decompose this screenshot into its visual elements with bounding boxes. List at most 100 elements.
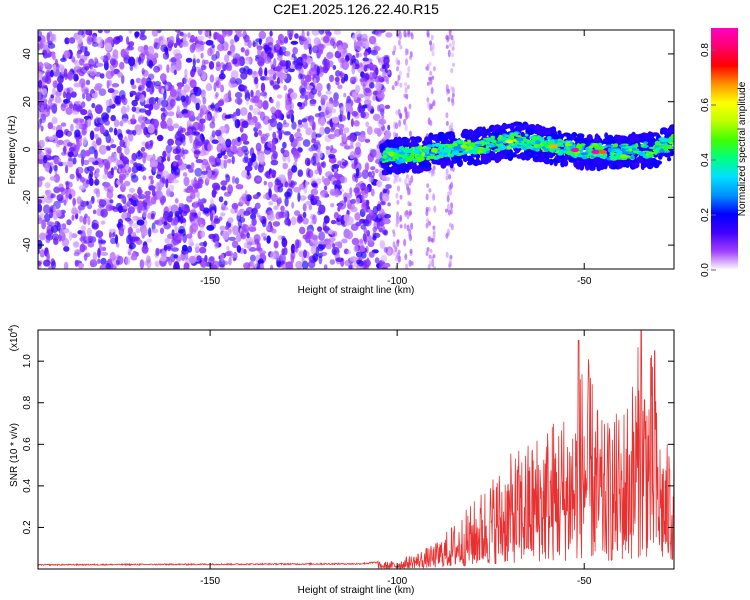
noise-speckle (52, 80, 58, 89)
noise-speckle (387, 124, 391, 131)
noise-speckle (41, 41, 49, 50)
noise-speckle (270, 49, 276, 54)
noise-speckle (178, 225, 186, 234)
signal-speckle (589, 159, 595, 166)
noise-speckle (445, 120, 449, 126)
noise-speckle (353, 187, 360, 194)
noise-speckle (431, 42, 435, 51)
noise-speckle (264, 46, 272, 55)
snr-frame (37, 329, 675, 570)
noise-speckle (222, 230, 230, 240)
noise-speckle (395, 109, 399, 116)
noise-speckle (251, 218, 257, 226)
noise-speckle (181, 40, 189, 48)
signal-speckle (498, 127, 503, 133)
noise-speckle (148, 185, 156, 191)
noise-speckle (246, 169, 250, 176)
noise-speckle (125, 163, 129, 171)
signal-speckle (667, 126, 674, 132)
noise-speckle (94, 178, 100, 186)
noise-speckle (255, 247, 263, 252)
noise-speckle (367, 208, 372, 214)
noise-speckle (285, 50, 291, 58)
noise-speckle (370, 49, 378, 56)
noise-speckle (148, 59, 153, 69)
noise-speckle (220, 253, 225, 262)
noise-speckle (342, 132, 347, 142)
noise-speckle (129, 65, 134, 71)
noise-speckle (365, 199, 370, 207)
noise-speckle (323, 264, 328, 269)
noise-speckle (277, 186, 284, 193)
noise-speckle (218, 196, 224, 203)
noise-speckle (44, 53, 52, 58)
noise-speckle (270, 251, 276, 260)
noise-speckle (120, 152, 124, 163)
noise-speckle (105, 42, 112, 51)
noise-speckle (251, 152, 256, 163)
signal-speckle (498, 134, 503, 140)
noise-speckle (318, 204, 326, 215)
noise-speckle (345, 103, 352, 109)
signal-speckle (460, 144, 468, 149)
noise-speckle (77, 262, 85, 269)
noise-speckle (189, 79, 197, 89)
noise-speckle (43, 62, 50, 67)
colorbar-ticks: 0.0 0.2 0.4 0.6 0.8 (700, 43, 716, 277)
noise-speckle (159, 256, 167, 262)
noise-speckle (120, 106, 127, 115)
noise-speckle (254, 76, 259, 85)
noise-speckle (243, 34, 250, 43)
noise-speckle (92, 251, 98, 262)
noise-speckle (452, 62, 455, 67)
noise-speckle (324, 126, 331, 135)
noise-speckle (177, 158, 183, 166)
noise-speckle (376, 180, 383, 188)
noise-speckle (397, 185, 400, 192)
noise-speckle (356, 40, 363, 47)
noise-speckle (83, 159, 90, 166)
noise-speckle (52, 87, 56, 96)
noise-speckle (162, 150, 167, 159)
noise-speckle (309, 169, 314, 178)
noise-speckle (85, 79, 91, 86)
noise-speckle (304, 91, 312, 100)
noise-speckle (110, 114, 116, 122)
noise-speckle (217, 100, 224, 107)
noise-speckle (285, 261, 293, 269)
noise-speckle (333, 92, 339, 101)
signal-speckle (569, 134, 576, 140)
noise-speckle (310, 188, 319, 196)
signal-speckle (669, 141, 674, 145)
signal-speckle (540, 142, 544, 147)
noise-speckle (379, 240, 386, 249)
signal-speckle (544, 148, 548, 153)
noise-speckle (343, 73, 349, 82)
noise-speckle (450, 34, 454, 41)
noise-speckle (49, 176, 56, 181)
signal-speckle (487, 143, 495, 147)
noise-speckle (268, 201, 274, 206)
noise-speckle (131, 252, 137, 257)
noise-speckle (49, 69, 54, 78)
signal-speckle (657, 154, 663, 160)
noise-speckle (229, 44, 236, 53)
noise-speckle (332, 164, 340, 169)
noise-speckle (63, 261, 69, 269)
noise-speckle (432, 231, 436, 240)
noise-speckle (355, 251, 363, 258)
noise-speckle (331, 230, 338, 238)
noise-speckle (132, 193, 138, 201)
noise-speckle (247, 68, 253, 76)
noise-speckle (241, 193, 248, 202)
noise-speckle (263, 180, 267, 186)
noise-speckle (283, 36, 289, 44)
signal-speckle (548, 140, 552, 144)
noise-speckle (369, 149, 377, 158)
noise-speckle (397, 218, 401, 225)
noise-speckle (393, 131, 397, 139)
noise-speckle (47, 122, 53, 130)
noise-speckle (183, 262, 190, 269)
noise-speckle (256, 177, 262, 182)
noise-speckle (206, 224, 215, 231)
